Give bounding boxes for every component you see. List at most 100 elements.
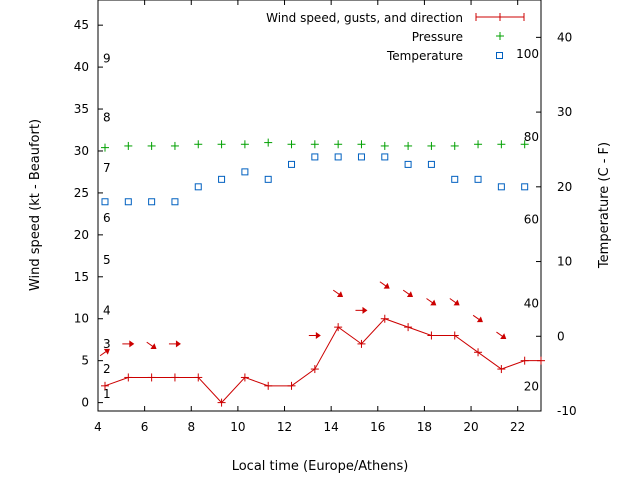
legend-symbol-temperature: [496, 52, 503, 59]
x-tick-label-4: 12: [277, 420, 292, 434]
pressure-point-1: [124, 141, 133, 150]
wind-point-10: [334, 323, 343, 332]
pressure-point-2: [147, 141, 156, 150]
temperature-point-11: [357, 153, 365, 161]
y-tick-label-7: 35: [74, 102, 89, 116]
x-tick-label-8: 20: [463, 420, 478, 434]
x-tick-label-1: 6: [141, 420, 149, 434]
wind-arrow-0: [99, 348, 110, 357]
temperature-point-18: [521, 183, 529, 191]
wind-arrow-9: [426, 298, 437, 306]
pressure-point-4: [194, 140, 203, 149]
pressure-point-7: [264, 138, 273, 147]
pressure-point-17: [497, 140, 506, 149]
x-tick-label-6: 16: [370, 420, 385, 434]
fahrenheit-label-1: 40: [524, 296, 539, 310]
beaufort-label-0: 1: [103, 387, 111, 401]
axes-group: 4 6 8 10 12 14 16 18 20 22051015202530354045-1001…: [74, 0, 577, 434]
y-tick-label-8: 40: [74, 60, 89, 74]
y-tick-label-9: 45: [74, 18, 89, 32]
wind-point-8: [287, 381, 296, 390]
x-tick-label-9: 22: [510, 420, 525, 434]
pressure-point-3: [170, 141, 179, 150]
plot-frame: [97, 0, 542, 412]
x-tick-label-5: 14: [324, 420, 339, 434]
legend-label-wind: Wind speed, gusts, and direction: [266, 11, 463, 25]
temperature-point-5: [218, 175, 226, 183]
temperature-point-16: [474, 175, 482, 183]
y2-tick-label-1: 0: [557, 329, 565, 343]
wind-arrow-11: [472, 314, 483, 323]
x-tick-label-2: 8: [187, 420, 195, 434]
pressure-point-6: [240, 140, 249, 149]
y2-tick-label-0: -10: [557, 404, 577, 418]
temperature-point-13: [404, 160, 412, 168]
beaufort-label-8: 9: [103, 52, 111, 66]
wind-arrow-5: [332, 289, 344, 298]
y2-tick-label-2: 10: [557, 255, 572, 269]
beaufort-label-5: 6: [103, 211, 111, 225]
fahrenheit-label-2: 60: [524, 213, 539, 227]
y2-tick-label-3: 20: [557, 180, 572, 194]
wind-point-18: [520, 356, 529, 365]
wind-point-12: [380, 314, 389, 323]
pressure-point-14: [427, 141, 436, 150]
temperature-point-14: [427, 160, 435, 168]
beaufort-label-4: 5: [103, 253, 111, 267]
y-tick-label-4: 20: [74, 228, 89, 242]
y-tick-label-6: 30: [74, 144, 89, 158]
pressure-point-8: [287, 140, 296, 149]
wind-point-16: [474, 348, 483, 357]
temperature-point-15: [451, 175, 459, 183]
pressure-point-16: [474, 140, 483, 149]
wind-point-14: [427, 331, 436, 340]
wind-point-15: [450, 331, 459, 340]
wind-arrow-4: [308, 332, 321, 340]
wind-arrow-12: [496, 331, 507, 339]
fahrenheit-label-3: 80: [524, 130, 539, 144]
pressure-point-9: [310, 140, 319, 149]
y2-tick-label-4: 30: [557, 105, 572, 119]
wind-point-7: [264, 381, 273, 390]
y-tick-label-3: 15: [74, 270, 89, 284]
wind-point-11: [357, 339, 366, 348]
wind-point-1: [124, 373, 133, 382]
wind-arrow-6: [355, 306, 368, 314]
fahrenheit-label-0: 20: [524, 379, 539, 393]
legend-label-pressure: Pressure: [412, 30, 463, 44]
temperature-point-8: [288, 160, 296, 168]
wind-point-19: [537, 356, 545, 365]
wind-point-17: [497, 365, 506, 374]
pressure-point-13: [404, 141, 413, 150]
beaufort-label-7: 8: [103, 110, 111, 124]
fahrenheit-label-4: 100: [516, 47, 539, 61]
marks-group: [99, 138, 545, 407]
y-tick-label-0: 0: [81, 396, 89, 410]
wind-point-6: [240, 373, 249, 382]
x-tick-label-0: 4: [94, 420, 102, 434]
pressure-point-0: [100, 143, 109, 152]
pressure-point-18: [520, 140, 529, 149]
wind-arrow-2: [146, 341, 157, 350]
legend-symbol-wind: [475, 13, 525, 21]
wind-point-13: [404, 323, 413, 332]
wind-arrow-7: [379, 281, 390, 289]
temperature-point-12: [381, 153, 389, 161]
legend-symbol-pressure: [496, 32, 504, 40]
pressure-point-11: [357, 140, 366, 149]
temperature-point-10: [334, 153, 342, 161]
wind-point-2: [147, 373, 156, 382]
y2-tick-label-5: 40: [557, 30, 572, 44]
temperature-point-1: [124, 198, 132, 206]
temperature-point-2: [148, 198, 156, 206]
pressure-point-15: [450, 141, 459, 150]
wind-point-4: [194, 373, 203, 382]
wind-point-3: [170, 373, 179, 382]
y-axis-title: Wind speed (kt - Beaufort): [28, 119, 43, 291]
y-tick-label-1: 5: [81, 354, 89, 368]
beaufort-label-3: 4: [103, 303, 111, 317]
temperature-point-7: [264, 175, 272, 183]
pressure-point-10: [334, 140, 343, 149]
wind-arrow-3: [168, 340, 181, 348]
